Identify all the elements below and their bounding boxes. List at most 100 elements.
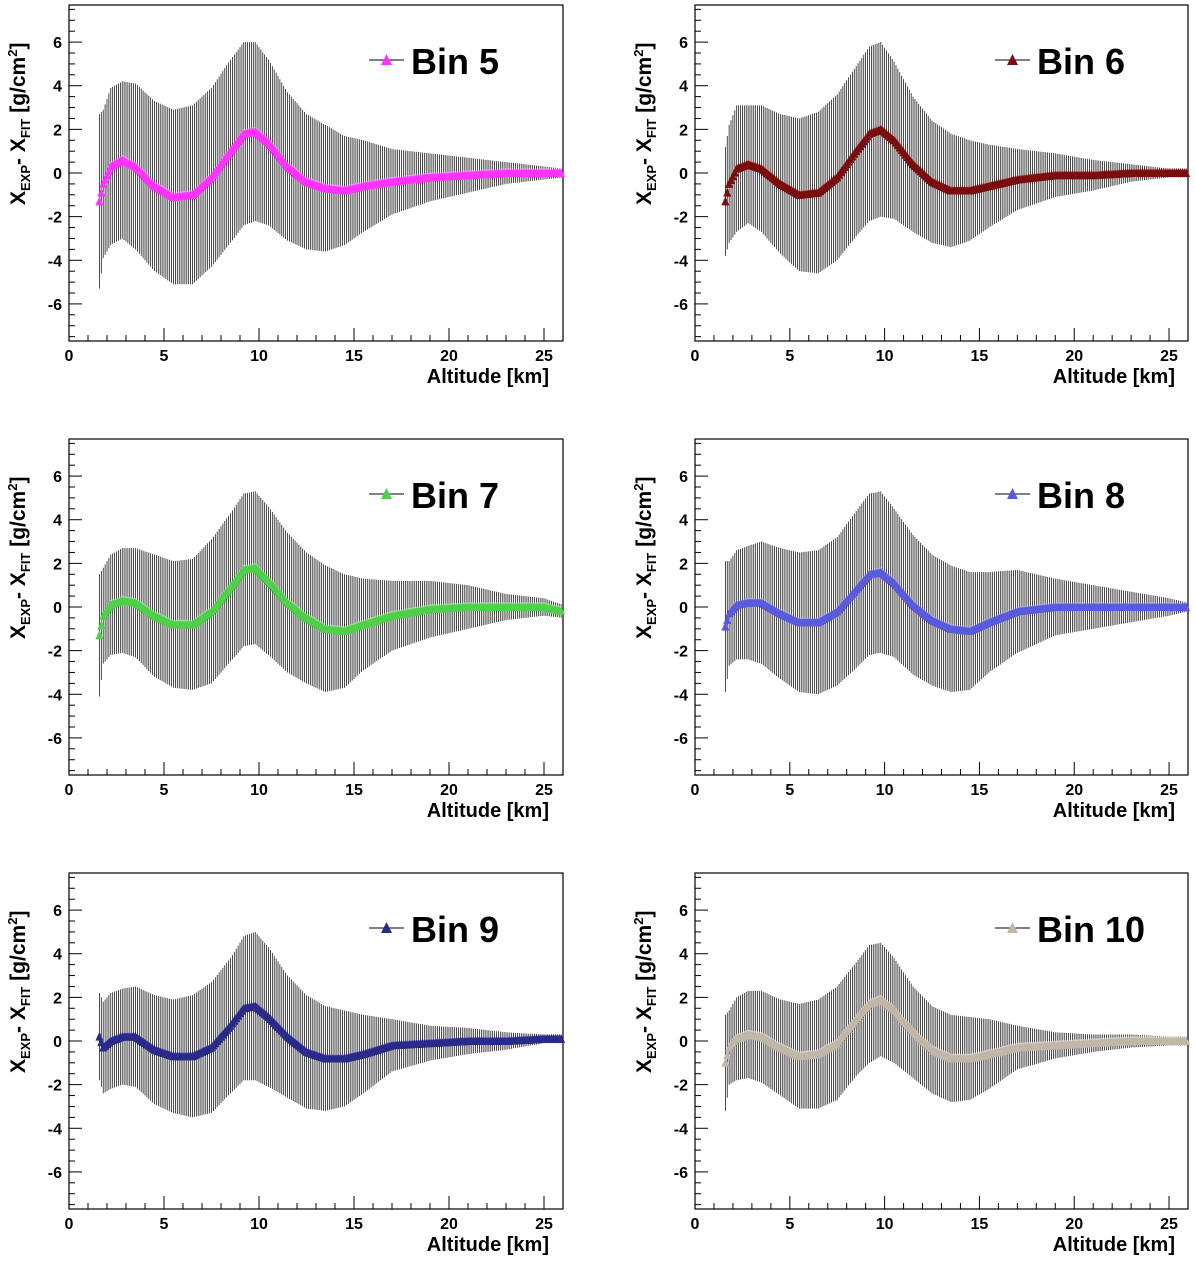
y-axis-label-part: [g/cm	[7, 925, 30, 987]
x-tick-label: 10	[250, 348, 268, 365]
y-tick-label: 0	[53, 600, 62, 617]
x-tick-label: 20	[440, 782, 458, 799]
x-tick-label: 10	[876, 782, 894, 799]
y-tick-label: 2	[53, 556, 62, 573]
y-tick-label: 4	[53, 947, 62, 964]
y-tick-label: 0	[679, 1034, 688, 1051]
y-axis-label-part: X	[7, 572, 30, 586]
y-tick-label: -2	[674, 210, 688, 227]
y-tick-label: 2	[679, 990, 688, 1007]
y-axis-label: XEXP- XFIT [g/cm2]	[5, 477, 33, 639]
y-tick-label: -4	[48, 687, 62, 704]
data-point	[95, 630, 104, 640]
x-tick-label: 0	[691, 1216, 700, 1233]
y-axis-label-part: X	[7, 625, 30, 639]
x-tick-label: 15	[971, 782, 989, 799]
y-axis-label-part: EXP	[644, 165, 659, 191]
legend-marker	[1007, 922, 1018, 933]
x-tick-label: 5	[160, 1216, 169, 1233]
y-tick-label: 4	[679, 79, 688, 96]
y-tick-label: 2	[679, 556, 688, 573]
legend-marker	[1007, 54, 1018, 65]
y-axis-label-part: EXP	[18, 599, 33, 625]
y-tick-label: 0	[53, 166, 62, 183]
x-axis-label: Altitude [km]	[1053, 1234, 1175, 1256]
y-axis-label-part: FIT	[18, 987, 33, 1007]
y-axis-label-part: X	[7, 191, 30, 205]
legend-label: Bin 7	[411, 475, 499, 516]
y-axis-label-part: X	[7, 138, 30, 152]
y-tick-label: 2	[679, 122, 688, 139]
x-tick-label: 0	[691, 782, 700, 799]
x-tick-label: 20	[440, 348, 458, 365]
y-axis-label-part: FIT	[644, 553, 659, 573]
data-point	[1182, 1036, 1191, 1045]
y-axis-label-part: ]	[7, 477, 30, 484]
data-point	[721, 1057, 730, 1067]
y-tick-label: 0	[679, 600, 688, 617]
y-tick-label: -4	[48, 1121, 62, 1138]
data-point	[557, 605, 566, 615]
y-axis-label-part: ]	[633, 911, 656, 918]
legend-label: Bin 8	[1037, 475, 1125, 516]
data-point	[723, 1050, 732, 1060]
y-axis-label-part: -	[633, 152, 656, 165]
x-tick-label: 5	[785, 1216, 794, 1233]
y-axis-label-part: X	[7, 1059, 30, 1073]
data-markers	[721, 994, 1191, 1067]
y-axis-label-part: X	[633, 191, 656, 205]
y-axis-label-part: 2	[631, 50, 646, 57]
x-axis-label: Altitude [km]	[1053, 366, 1175, 388]
y-tick-label: 6	[679, 35, 688, 52]
y-tick-label: 0	[53, 1034, 62, 1051]
y-axis-label-part: -	[7, 152, 30, 165]
y-tick-label: 6	[679, 469, 688, 486]
x-tick-label: 5	[160, 782, 169, 799]
y-tick-label: -6	[48, 731, 62, 748]
x-axis-label: Altitude [km]	[427, 1234, 549, 1256]
data-markers	[721, 567, 1191, 635]
x-tick-label: 20	[1065, 348, 1083, 365]
y-tick-label: 4	[679, 513, 688, 530]
y-tick-label: 2	[53, 122, 62, 139]
y-tick-label: -4	[48, 253, 62, 270]
y-tick-label: 6	[53, 35, 62, 52]
y-axis-label-part: [g/cm	[633, 925, 656, 987]
x-tick-label: 20	[1065, 782, 1083, 799]
data-point	[97, 187, 106, 197]
y-axis-label-part: -	[7, 1020, 30, 1033]
x-tick-label: 0	[65, 348, 74, 365]
data-point	[723, 615, 732, 625]
y-axis-label-part: FIT	[18, 119, 33, 139]
data-markers	[95, 1001, 566, 1063]
y-tick-label: 4	[679, 947, 688, 964]
y-tick-label: -6	[674, 1165, 688, 1182]
y-axis-label-part: ]	[633, 43, 656, 50]
legend-marker	[1007, 488, 1018, 499]
y-axis-label-part: FIT	[18, 553, 33, 573]
y-tick-label: -6	[48, 297, 62, 314]
legend-marker	[381, 488, 392, 499]
y-axis-label-part: 2	[5, 484, 20, 491]
data-point	[1182, 602, 1191, 611]
data-point	[723, 187, 732, 197]
y-axis-label-part: 2	[631, 484, 646, 491]
x-tick-label: 5	[160, 348, 169, 365]
x-tick-label: 25	[535, 782, 553, 799]
x-tick-label: 15	[345, 782, 363, 799]
x-tick-label: 25	[535, 348, 553, 365]
legend-label: Bin 6	[1037, 41, 1125, 82]
y-axis-label: XEXP- XFIT [g/cm2]	[631, 477, 659, 639]
y-axis-label-part: ]	[633, 477, 656, 484]
x-tick-label: 10	[876, 348, 894, 365]
y-tick-label: -6	[674, 731, 688, 748]
x-tick-label: 10	[250, 1216, 268, 1233]
data-point	[95, 196, 104, 206]
legend: Bin 8	[995, 475, 1125, 516]
y-tick-label: -2	[674, 1078, 688, 1095]
y-axis-label: XEXP- XFIT [g/cm2]	[5, 43, 33, 205]
x-tick-label: 20	[1065, 1216, 1083, 1233]
x-tick-label: 25	[1160, 348, 1178, 365]
